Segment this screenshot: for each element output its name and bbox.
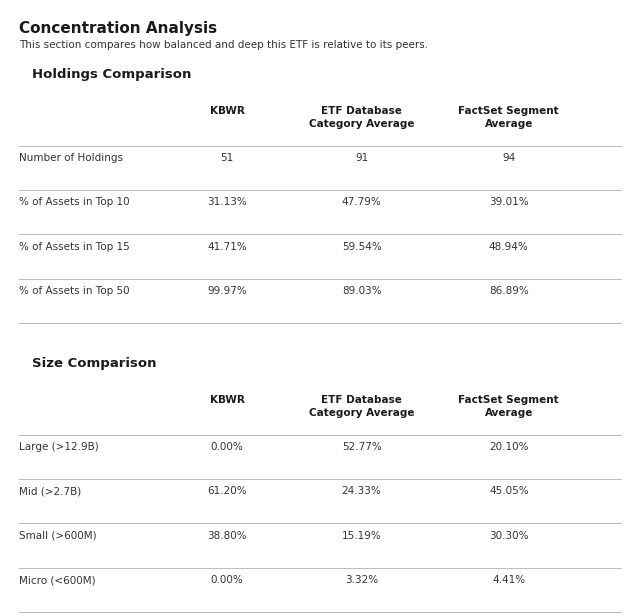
Text: 4.41%: 4.41% [492,575,525,585]
Text: FactSet Segment
Average: FactSet Segment Average [458,106,559,129]
Text: 30.30%: 30.30% [489,531,529,541]
Text: 59.54%: 59.54% [342,242,381,252]
Text: 38.80%: 38.80% [207,531,247,541]
Text: 41.71%: 41.71% [207,242,247,252]
Text: KBWR: KBWR [210,395,244,405]
Text: 0.00%: 0.00% [211,442,244,452]
Text: KBWR: KBWR [210,106,244,116]
Text: 89.03%: 89.03% [342,286,381,296]
Text: 39.01%: 39.01% [489,197,529,207]
Text: 15.19%: 15.19% [342,531,381,541]
Text: Mid (>2.7B): Mid (>2.7B) [19,486,81,496]
Text: Micro (<600M): Micro (<600M) [19,575,96,585]
Text: 24.33%: 24.33% [342,486,381,496]
Text: FactSet Segment
Average: FactSet Segment Average [458,395,559,418]
Text: 86.89%: 86.89% [489,286,529,296]
Text: 48.94%: 48.94% [489,242,529,252]
Text: 52.77%: 52.77% [342,442,381,452]
Text: 99.97%: 99.97% [207,286,247,296]
Text: This section compares how balanced and deep this ETF is relative to its peers.: This section compares how balanced and d… [19,40,428,50]
Text: Number of Holdings: Number of Holdings [19,153,123,163]
Text: % of Assets in Top 15: % of Assets in Top 15 [19,242,130,252]
Text: ETF Database
Category Average: ETF Database Category Average [309,106,414,129]
Text: Large (>12.9B): Large (>12.9B) [19,442,99,452]
Text: 94: 94 [502,153,515,163]
Text: 3.32%: 3.32% [345,575,378,585]
Text: Small (>600M): Small (>600M) [19,531,97,541]
Text: % of Assets in Top 50: % of Assets in Top 50 [19,286,130,296]
Text: Size Comparison: Size Comparison [32,357,157,370]
Text: 91: 91 [355,153,368,163]
Text: 0.00%: 0.00% [211,575,244,585]
Text: 61.20%: 61.20% [207,486,247,496]
Text: 51: 51 [221,153,234,163]
Text: 47.79%: 47.79% [342,197,381,207]
Text: 45.05%: 45.05% [489,486,529,496]
Text: % of Assets in Top 10: % of Assets in Top 10 [19,197,130,207]
Text: Concentration Analysis: Concentration Analysis [19,21,218,36]
Text: Holdings Comparison: Holdings Comparison [32,68,191,81]
Text: ETF Database
Category Average: ETF Database Category Average [309,395,414,418]
Text: 31.13%: 31.13% [207,197,247,207]
Text: 20.10%: 20.10% [489,442,529,452]
